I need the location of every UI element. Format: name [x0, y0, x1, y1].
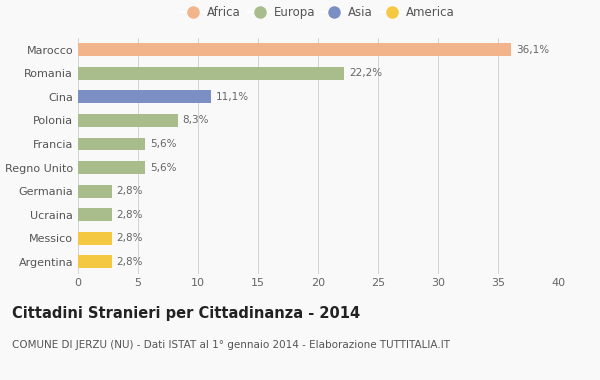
Text: 5,6%: 5,6%: [150, 139, 176, 149]
Text: Cittadini Stranieri per Cittadinanza - 2014: Cittadini Stranieri per Cittadinanza - 2…: [12, 306, 360, 321]
Text: 22,2%: 22,2%: [349, 68, 382, 78]
Text: 2,8%: 2,8%: [116, 210, 143, 220]
Bar: [78, 161, 145, 174]
Text: 2,8%: 2,8%: [116, 233, 143, 243]
Text: 36,1%: 36,1%: [516, 45, 549, 55]
Bar: [78, 185, 112, 198]
Bar: [78, 255, 112, 268]
Text: 8,3%: 8,3%: [182, 116, 209, 125]
Text: 5,6%: 5,6%: [150, 163, 176, 173]
Bar: [78, 114, 178, 127]
Bar: [78, 67, 344, 80]
Text: 2,8%: 2,8%: [116, 186, 143, 196]
Legend: Africa, Europa, Asia, America: Africa, Europa, Asia, America: [176, 2, 460, 24]
Bar: [78, 90, 211, 103]
Bar: [78, 138, 145, 150]
Text: 11,1%: 11,1%: [216, 92, 249, 102]
Bar: [78, 232, 112, 245]
Text: 2,8%: 2,8%: [116, 257, 143, 267]
Bar: [78, 43, 511, 56]
Text: COMUNE DI JERZU (NU) - Dati ISTAT al 1° gennaio 2014 - Elaborazione TUTTITALIA.I: COMUNE DI JERZU (NU) - Dati ISTAT al 1° …: [12, 340, 450, 350]
Bar: [78, 208, 112, 221]
